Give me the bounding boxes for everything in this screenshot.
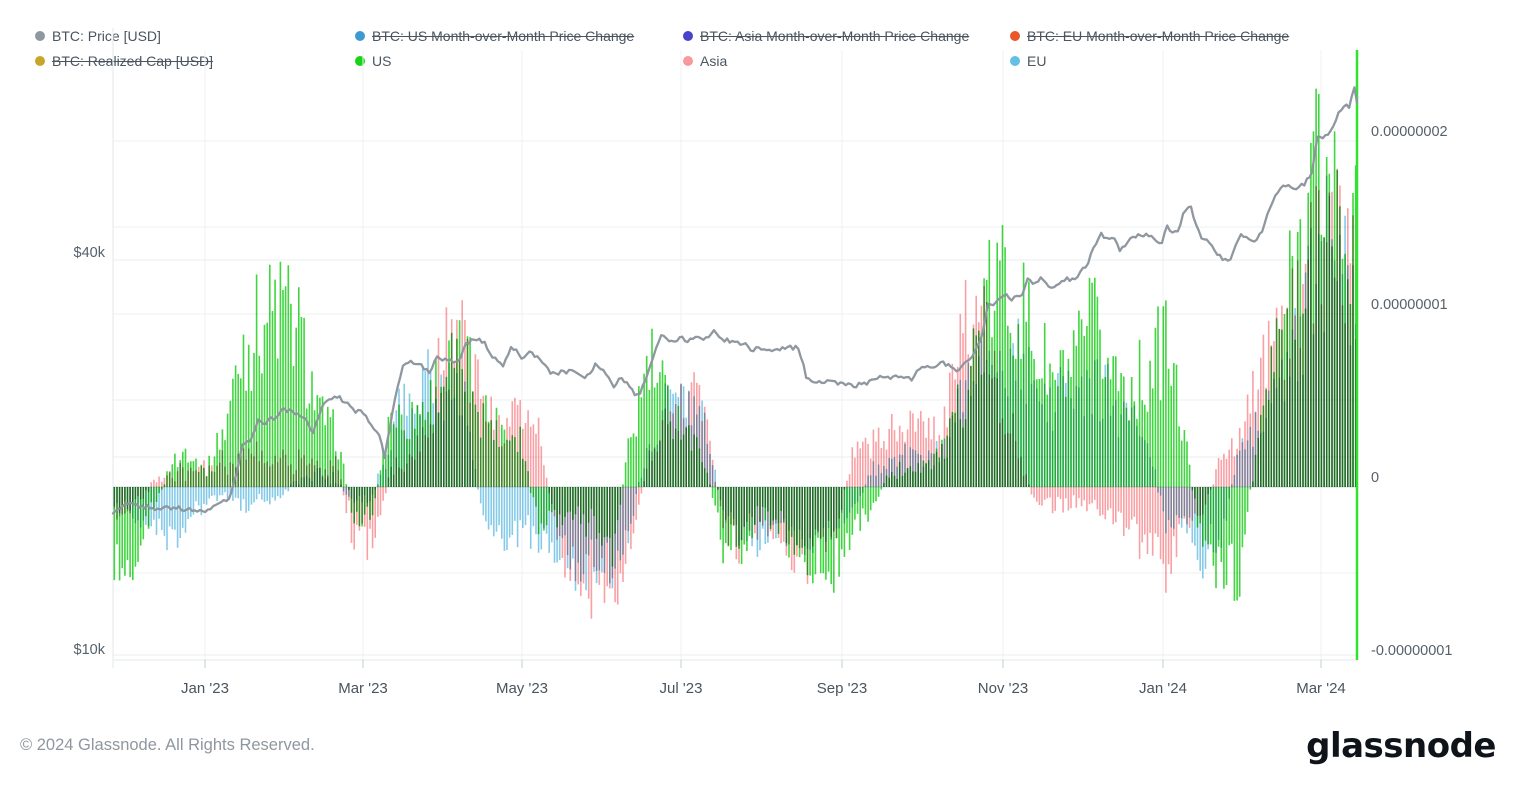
legend-dot-icon xyxy=(683,31,693,41)
legend-label: US xyxy=(372,53,392,69)
x-axis-tick: Jan '24 xyxy=(1139,680,1187,697)
legend-label: BTC: Asia Month-over-Month Price Change xyxy=(700,28,970,44)
x-axis-tick: Jul '23 xyxy=(659,680,703,697)
glassnode-logo: glassnode xyxy=(1306,726,1496,766)
legend-item-btc-eu-month-over-month-price-change[interactable]: BTC: EU Month-over-Month Price Change xyxy=(1010,28,1289,44)
legend-item-eu[interactable]: EU xyxy=(1010,53,1046,69)
legend-dot-icon xyxy=(1010,56,1020,66)
legend-label: EU xyxy=(1027,53,1047,69)
legend-item-asia[interactable]: Asia xyxy=(683,53,727,69)
legend-dot-icon xyxy=(683,56,693,66)
legend-item-btc-realized-cap-usd[interactable]: BTC: Realized Cap [USD] xyxy=(35,53,213,69)
legend-label: BTC: EU Month-over-Month Price Change xyxy=(1027,28,1290,44)
x-axis-tick: Nov '23 xyxy=(977,680,1029,697)
legend-dot-icon xyxy=(355,31,365,41)
legend-item-btc-asia-month-over-month-price-change[interactable]: BTC: Asia Month-over-Month Price Change xyxy=(683,28,969,44)
legend-dot-icon xyxy=(35,56,45,66)
legend-label: Asia xyxy=(700,53,728,69)
y-axis-right-tick: 0.00000001 xyxy=(1371,297,1448,313)
y-axis-right-tick: 0.00000002 xyxy=(1371,124,1448,140)
copyright-text: © 2024 Glassnode. All Rights Reserved. xyxy=(20,736,315,754)
y-axis-left-tick: $10k xyxy=(73,642,105,658)
legend-label: BTC: US Month-over-Month Price Change xyxy=(372,28,635,44)
x-axis-tick: Mar '24 xyxy=(1296,680,1346,697)
legend-item-btc-us-month-over-month-price-change[interactable]: BTC: US Month-over-Month Price Change xyxy=(355,28,634,44)
x-axis-tick: Jan '23 xyxy=(181,680,229,697)
y-axis-left-tick: $40k xyxy=(73,245,105,261)
price-mom-chart[interactable] xyxy=(0,0,1518,710)
legend-label: BTC: Price [USD] xyxy=(52,28,161,44)
legend-dot-icon xyxy=(355,56,365,66)
legend-item-us[interactable]: US xyxy=(355,53,391,69)
y-axis-right-tick: -0.00000001 xyxy=(1371,643,1453,659)
x-axis-tick: Sep '23 xyxy=(816,680,868,697)
x-axis-tick: May '23 xyxy=(495,680,549,697)
legend-dot-icon xyxy=(35,31,45,41)
legend-dot-icon xyxy=(1010,31,1020,41)
y-axis-right-tick: 0 xyxy=(1371,470,1380,486)
x-axis-tick: Mar '23 xyxy=(338,680,388,697)
legend-label: BTC: Realized Cap [USD] xyxy=(52,53,214,69)
legend-item-btc-price-usd[interactable]: BTC: Price [USD] xyxy=(35,28,161,44)
